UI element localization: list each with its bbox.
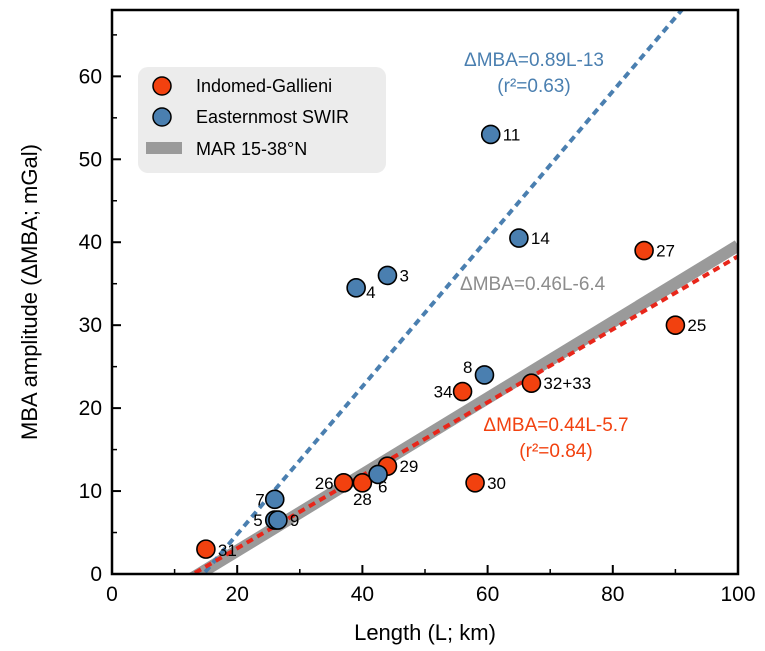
data-point — [521, 373, 542, 394]
point-label: 30 — [487, 474, 506, 493]
data-points: 31 26 28 29 34 30 32+33 27 25 7 5 9 6 4 3 8 14 11 — [196, 124, 706, 560]
point-label: 32+33 — [543, 374, 591, 393]
point-label: 26 — [315, 474, 334, 493]
legend-marker-swir — [152, 107, 172, 127]
legend-label-mar: MAR 15-38°N — [196, 139, 307, 159]
legend-band-mar — [146, 142, 182, 154]
point-label: 11 — [503, 125, 521, 144]
x-tick-label: 80 — [601, 583, 624, 606]
fit-lines — [187, 10, 738, 574]
point-label: 34 — [434, 383, 453, 402]
data-point — [474, 365, 495, 385]
data-point — [509, 228, 529, 248]
y-tick-label: 30 — [79, 314, 102, 337]
equation-labels: ΔMBA=0.89L-13 (r²=0.63) ΔMBA=0.46L-6.4 Δ… — [460, 50, 629, 462]
x-tick-label: 0 — [106, 583, 118, 606]
y-axis-label: MBA amplitude (ΔMBA; mGal) — [17, 144, 42, 440]
axis-ticks: 0 20 40 60 80 100 0 10 20 30 40 50 60 — [79, 34, 756, 606]
data-point — [665, 315, 686, 335]
y-tick-label: 20 — [79, 397, 102, 420]
x-tick-label: 100 — [720, 583, 755, 606]
point-label: 28 — [353, 490, 372, 509]
point-label: 3 — [399, 266, 408, 285]
y-tick-label: 10 — [79, 480, 102, 503]
fit-line — [189, 254, 738, 574]
point-label: 6 — [378, 477, 387, 496]
point-label: 29 — [399, 457, 418, 476]
data-point — [346, 278, 366, 298]
x-tick-label: 60 — [476, 583, 499, 606]
data-point — [333, 472, 354, 493]
gray-fit-equation: ΔMBA=0.46L-6.4 — [460, 274, 606, 295]
data-point — [377, 265, 398, 286]
data-point — [352, 472, 373, 493]
plot-frame — [110, 8, 740, 576]
point-label: 7 — [255, 490, 264, 509]
x-axis-label: Length (L; km) — [354, 620, 496, 645]
data-point — [452, 381, 473, 402]
blue-fit-r2: (r²=0.63) — [497, 76, 570, 97]
x-tick-label: 40 — [351, 583, 374, 606]
legend-label-indomed: Indomed-Gallieni — [196, 76, 332, 96]
legend-box — [138, 67, 386, 173]
data-point — [196, 539, 216, 559]
legend-label-swir: Easternmost SWIR — [196, 107, 349, 127]
point-label: 14 — [531, 229, 550, 248]
data-point — [268, 510, 288, 530]
y-tick-label: 60 — [79, 65, 102, 88]
fit-line — [187, 240, 738, 574]
point-label: 27 — [656, 242, 675, 261]
legend-marker-indomed — [152, 76, 172, 96]
point-label: 9 — [290, 511, 299, 530]
point-label: 25 — [687, 316, 706, 335]
data-point — [264, 489, 285, 510]
point-label: 5 — [253, 511, 262, 530]
legend: Indomed-Gallieni Easternmost SWIR MAR 15… — [138, 67, 386, 173]
point-label: 31 — [218, 541, 237, 560]
data-point — [634, 240, 654, 261]
x-tick-label: 20 — [226, 583, 249, 606]
data-point — [368, 464, 388, 485]
red-fit-equation: ΔMBA=0.44L-5.7 — [483, 415, 628, 436]
point-label: 8 — [463, 358, 472, 377]
data-point — [465, 472, 485, 493]
blue-fit-equation: ΔMBA=0.89L-13 — [464, 50, 604, 71]
y-tick-label: 40 — [79, 231, 102, 254]
y-tick-label: 0 — [90, 563, 102, 586]
red-fit-r2: (r²=0.84) — [519, 441, 592, 462]
y-tick-label: 50 — [79, 148, 102, 171]
data-point — [480, 124, 501, 145]
point-label: 4 — [366, 283, 375, 302]
